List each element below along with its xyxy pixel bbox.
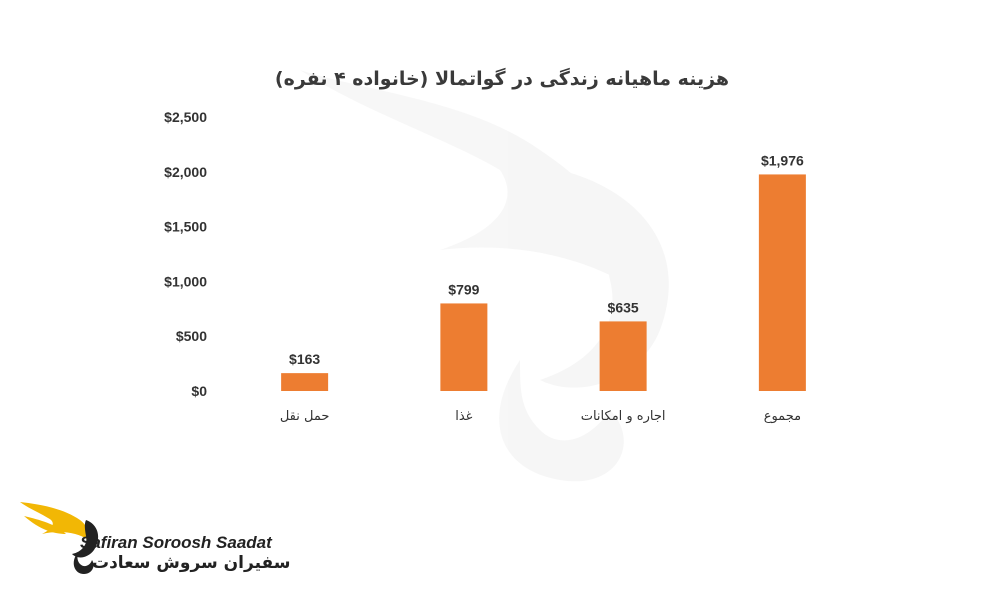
data-labels-group: $163 $799 $635 $1,976 [289,152,804,367]
winged-swan-logo-icon [20,502,99,574]
category-label: حمل نقل [280,409,330,424]
bar [281,373,329,391]
y-axis-ticks: $0 $500 $1,000 $1,500 $2,000 $2,500 [164,109,207,399]
bars-group [281,174,806,391]
bar [599,321,647,391]
y-tick-label: $2,500 [164,109,207,125]
data-label: $635 [608,299,639,315]
brand-name-fa: سفیران سروش سعادت [92,553,291,573]
chart-title: هزینه ماهیانه زندگی در گواتمالا (خانواده… [275,67,729,90]
y-tick-label: $1,000 [164,273,207,289]
bar [440,303,488,391]
y-tick-label: $500 [176,328,207,344]
category-label: اجاره و امکانات [581,409,666,424]
data-label: $1,976 [761,152,804,168]
data-label: $799 [448,281,479,297]
y-tick-label: $0 [191,383,207,399]
category-label: غذا [455,409,472,424]
y-tick-label: $2,000 [164,164,207,180]
category-labels-group: حمل نقل غذا اجاره و امکانات مجموع [280,409,801,424]
category-label: مجموع [764,409,801,424]
brand-name-en: Safiran Soroosh Saadat [80,533,272,552]
data-label: $163 [289,351,320,367]
y-tick-label: $1,500 [164,219,207,235]
bar [758,174,806,391]
